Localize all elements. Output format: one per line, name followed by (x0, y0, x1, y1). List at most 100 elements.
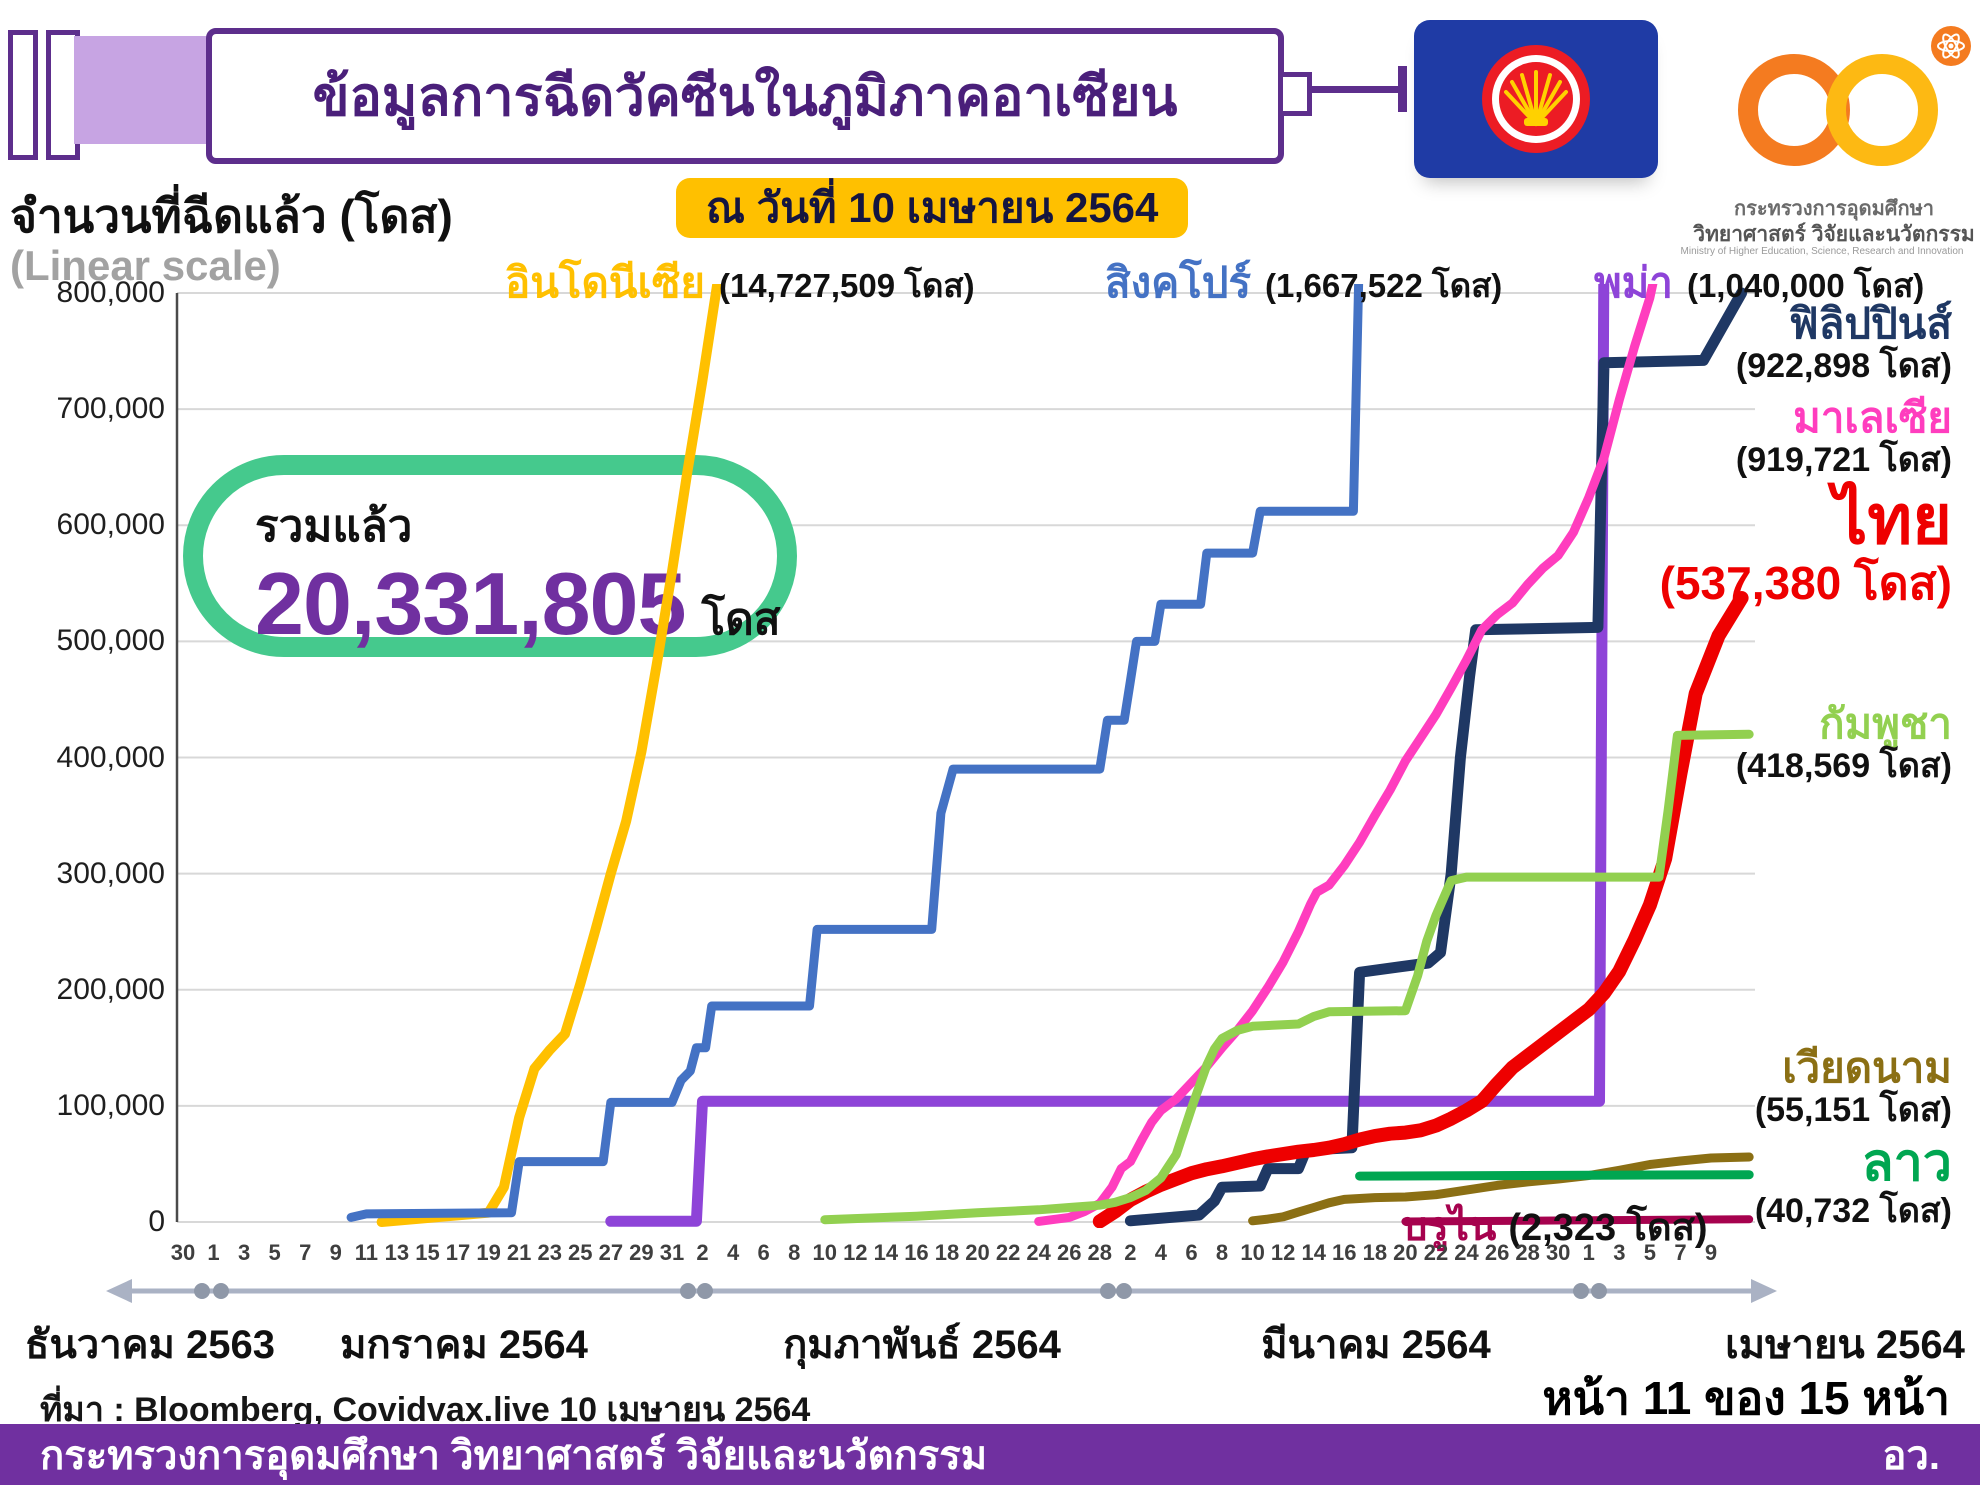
label-thailand: ไทย (537,380 โดส) (1660, 482, 1952, 610)
x-tick-label: 28 (1515, 1240, 1540, 1265)
country-doses-laos: (40,732 โดส) (1754, 1192, 1952, 1231)
y-tick-label: 0 (148, 1205, 165, 1238)
x-tick-label: 29 (629, 1240, 654, 1265)
syringe-stopper (74, 36, 206, 144)
syringe-needle-hub (1398, 66, 1407, 112)
x-tick-label: 4 (726, 1240, 740, 1265)
month-boundary-dot (697, 1283, 713, 1299)
x-tick-label: 30 (170, 1240, 196, 1265)
syringe-plunger-end (8, 30, 38, 160)
title-banner: ข้อมูลการฉีดวัคซีนในภูมิภาคอาเซียน (206, 28, 1284, 164)
arrow-left-icon (106, 1279, 132, 1303)
country-doses-cambodia: (418,569 โดส) (1735, 747, 1952, 786)
x-tick-label: 9 (1704, 1240, 1718, 1265)
label-cambodia: กัมพูชา (418,569 โดส) (1736, 700, 1952, 785)
month-boundary-dot (1591, 1283, 1607, 1299)
x-tick-label: 8 (1215, 1240, 1229, 1265)
x-tick-label: 1 (1582, 1240, 1595, 1265)
month-label: เมษายน 2564 (1725, 1323, 1965, 1367)
label-singapore: สิงคโปร์ (1,667,522 โดส) (1105, 250, 1502, 316)
y-tick-label: 300,000 (56, 856, 165, 890)
x-tick-label: 14 (1301, 1240, 1326, 1265)
logo-text-line2: วิทยาศาสตร์ วิจัยและนวัตกรรม (1693, 223, 1975, 246)
mhesi-rings-icon (1738, 26, 1971, 166)
x-tick-label: 1 (207, 1240, 220, 1265)
x-tick-label: 26 (1056, 1240, 1082, 1265)
series-line-indonesia (376, 284, 723, 1227)
logo-text-line3: Ministry of Higher Education, Science, R… (1680, 246, 1964, 257)
x-tick-label: 13 (384, 1240, 410, 1265)
x-tick-label: 7 (1674, 1240, 1687, 1265)
x-tick-label: 12 (1270, 1240, 1296, 1265)
country-name-vietnam: เวียดนาม (1782, 1044, 1952, 1091)
x-tick-label: 12 (843, 1240, 868, 1265)
series-line-myanmar (605, 284, 1610, 1227)
y-tick-label: 500,000 (56, 624, 165, 658)
x-tick-label: 7 (299, 1240, 312, 1265)
x-tick-label: 27 (598, 1240, 624, 1265)
country-doses-indonesia: (14,727,509 โดส) (718, 267, 975, 304)
label-vietnam: เวียดนาม (55,151 โดส) (1755, 1044, 1952, 1129)
x-tick-label: 22 (995, 1240, 1021, 1265)
country-doses-thailand: (537,380 โดส) (1659, 557, 1952, 610)
x-tick-label: 10 (812, 1240, 837, 1265)
series-line-singapore (346, 284, 1364, 1222)
x-tick-label: 22 (1423, 1240, 1449, 1265)
logo-text-line1: กระทรวงการอุดมศึกษา (1734, 198, 1934, 220)
mhesi-logo (1722, 22, 1978, 182)
x-tick-label: 2 (1124, 1240, 1137, 1265)
country-name-indonesia: อินโดนีเซีย (505, 259, 705, 306)
x-tick-label: 8 (788, 1240, 801, 1265)
x-tick-label: 5 (1643, 1240, 1656, 1265)
country-name-cambodia: กัมพูชา (1819, 700, 1952, 747)
arrow-right-icon (1751, 1279, 1777, 1303)
x-tick-label: 28 (1087, 1240, 1113, 1265)
page-title: ข้อมูลการฉีดวัคซีนในภูมิภาคอาเซียน (312, 67, 1178, 127)
series-line-cambodia (820, 729, 1754, 1225)
x-tick-label: 24 (1026, 1240, 1051, 1265)
atom-icon (1937, 33, 1965, 59)
footer-ministry: กระทรวงการอุดมศึกษา วิทยาศาสตร์ วิจัยและ… (40, 1433, 988, 1478)
x-tick-label: 4 (1154, 1240, 1168, 1265)
series-line-philippines (1124, 287, 1748, 1227)
y-tick-label: 800,000 (56, 276, 165, 309)
x-tick-label: 16 (904, 1240, 929, 1265)
x-tick-label: 31 (659, 1240, 685, 1265)
month-label: กุมภาพันธ์ 2564 (783, 1323, 1061, 1367)
month-boundary-dot (213, 1283, 229, 1299)
y-tick-label: 200,000 (56, 972, 165, 1006)
series-line-laos (1355, 1170, 1754, 1181)
x-tick-label: 23 (537, 1240, 562, 1265)
label-malaysia: มาเลเซีย (919,721 โดส) (1736, 394, 1952, 479)
x-tick-label: 5 (268, 1240, 281, 1265)
country-name-thailand: ไทย (1833, 482, 1952, 558)
y-axis-subtitle: (Linear scale) (10, 242, 281, 289)
asean-flag (1414, 20, 1658, 178)
x-tick-label: 6 (757, 1240, 770, 1265)
label-laos: ลาว (40,732 โดส) (1755, 1134, 1952, 1230)
country-doses-malaysia: (919,721 โดส) (1735, 441, 1952, 480)
x-tick-label: 17 (445, 1240, 471, 1265)
series-line-thailand (1092, 591, 1749, 1228)
month-boundary-dot (680, 1283, 696, 1299)
x-tick-label: 19 (476, 1240, 501, 1265)
syringe-needle (1307, 86, 1403, 93)
x-tick-label: 3 (1613, 1240, 1626, 1265)
country-doses-vietnam: (55,151 โดส) (1754, 1091, 1952, 1130)
x-tick-label: 11 (354, 1240, 378, 1265)
x-tick-label: 3 (237, 1240, 251, 1265)
y-axis-title: จำนวนที่ฉีดแล้ว (โดส) (10, 190, 453, 242)
as-of-date-badge: ณ วันที่ 10 เมษายน 2564 (676, 178, 1189, 238)
x-tick-label: 26 (1484, 1240, 1510, 1265)
x-tick-label: 25 (568, 1240, 593, 1265)
month-label: ธันวาคม 2563 (25, 1323, 275, 1367)
total-label: รวมแล้ว (255, 502, 413, 551)
country-name-malaysia: มาเลเซีย (1793, 394, 1952, 441)
y-tick-label: 400,000 (56, 740, 165, 774)
x-tick-label: 10 (1240, 1240, 1265, 1265)
total-doses-badge: รวมแล้ว 20,331,805 โดส (183, 455, 797, 657)
country-name-brunei: บรูไน (1402, 1205, 1497, 1249)
country-name-myanmar: พม่า (1594, 259, 1673, 306)
y-tick-label: 700,000 (56, 392, 165, 426)
